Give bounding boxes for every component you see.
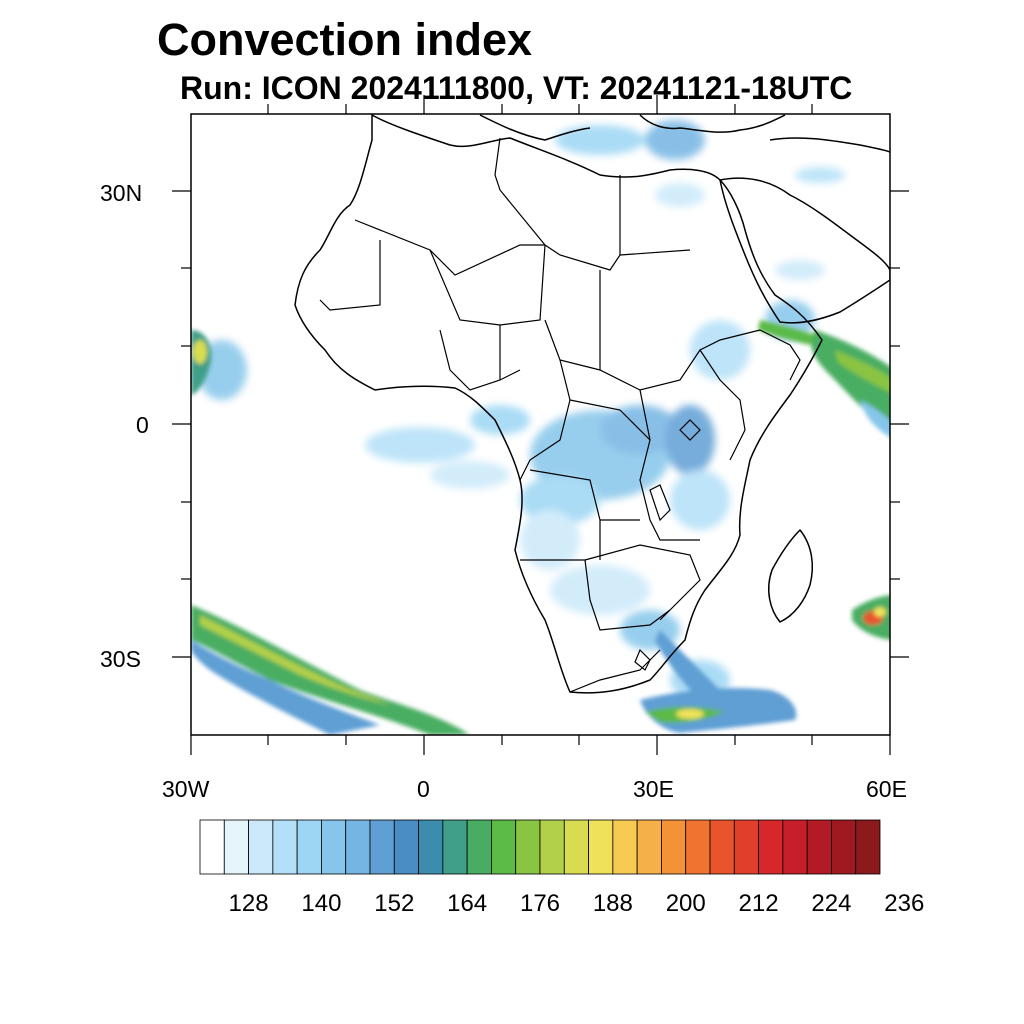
colorbar-swatch — [442, 819, 468, 875]
country-borders — [319, 137, 801, 693]
colorbar-tick-label: 140 — [301, 890, 341, 917]
colorbar-swatch — [393, 819, 419, 875]
colorbar-swatch — [782, 819, 808, 875]
colorbar-swatch — [806, 819, 832, 875]
colorbar-swatch — [563, 819, 589, 875]
colorbar-swatch — [758, 819, 784, 875]
colorbar-swatch — [491, 819, 517, 875]
colorbar-tick-label: 128 — [229, 890, 269, 917]
coastline-outline — [294, 114, 890, 694]
colorbar-swatch — [539, 819, 565, 875]
lat-label-30n: 30N — [100, 180, 143, 206]
colorbar-swatch — [321, 819, 347, 875]
colorbar-swatch — [831, 819, 857, 875]
lon-label-60e: 60E — [866, 776, 907, 802]
convection-field — [191, 120, 890, 735]
lon-label-30w: 30W — [162, 776, 210, 802]
colorbar-swatch — [345, 819, 371, 875]
colorbar-swatch — [636, 819, 662, 875]
lon-label-0: 0 — [417, 776, 430, 802]
colorbar-swatch — [369, 819, 395, 875]
colorbar-swatch — [466, 819, 492, 875]
colorbar-swatch — [296, 819, 322, 875]
colorbar-swatch — [418, 819, 444, 875]
lat-label-30s: 30S — [100, 646, 141, 672]
colorbar-swatch — [612, 819, 638, 875]
colorbar-swatch — [588, 819, 614, 875]
chart-title: Convection index — [157, 14, 533, 65]
colorbar-tick-label: 164 — [447, 890, 487, 917]
colorbar-tick-label: 176 — [520, 890, 560, 917]
colorbar-tick-label: 152 — [374, 890, 414, 917]
colorbar-tick-label: 200 — [666, 890, 706, 917]
colorbar-tick-label: 188 — [593, 890, 633, 917]
colorbar-tick-label: 236 — [884, 890, 924, 917]
colorbar-swatch — [272, 819, 298, 875]
lat-label-0: 0 — [136, 412, 149, 438]
colorbar-swatch — [199, 819, 225, 875]
colorbar-swatch — [515, 819, 541, 875]
colorbar-swatch — [248, 819, 274, 875]
lon-label-30e: 30E — [633, 776, 674, 802]
colorbar-swatch — [733, 819, 759, 875]
map-frame — [190, 113, 891, 736]
colorbar-swatch — [223, 819, 249, 875]
colorbar-swatch — [685, 819, 711, 875]
colorbar-tick-label: 224 — [811, 890, 851, 917]
colorbar-swatch — [661, 819, 687, 875]
colorbar-swatch — [855, 819, 881, 875]
axis-ticks — [172, 95, 909, 755]
colorbar-swatch — [709, 819, 735, 875]
colorbar-tick-label: 212 — [739, 890, 779, 917]
chart-subtitle: Run: ICON 2024111800, VT: 20241121-18UTC — [180, 70, 853, 106]
colorbar: 128 140 152 164 176 188 200 212 224 236 — [199, 819, 924, 917]
